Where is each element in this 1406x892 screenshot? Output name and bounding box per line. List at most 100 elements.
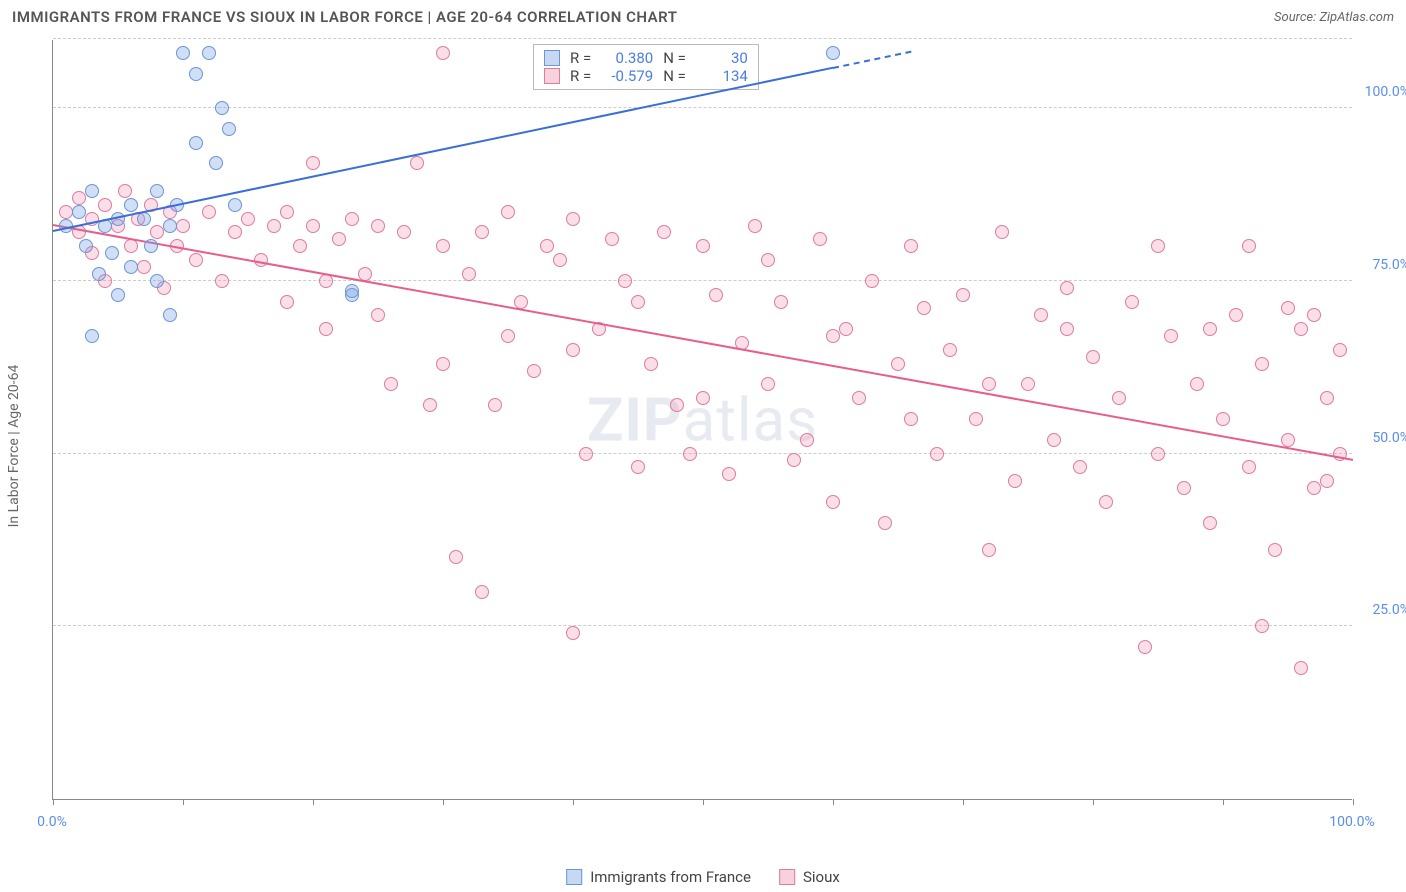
- sioux-point: [917, 301, 931, 315]
- sioux-point: [1073, 460, 1087, 474]
- sioux-point: [1242, 460, 1256, 474]
- sioux-point: [1060, 281, 1074, 295]
- sioux-point: [410, 156, 424, 170]
- france-point: [72, 205, 86, 219]
- france-point: [85, 329, 99, 343]
- sioux-point: [462, 267, 476, 281]
- sioux-point: [670, 398, 684, 412]
- scatter-chart: ZIPatlas R =0.380N =30R =-0.579N =134 25…: [52, 40, 1352, 800]
- sioux-point: [1320, 474, 1334, 488]
- sioux-point: [1281, 433, 1295, 447]
- sioux-point: [696, 239, 710, 253]
- sioux-point: [1112, 391, 1126, 405]
- gridline: [53, 38, 1352, 39]
- sioux-point: [59, 205, 73, 219]
- sioux-point: [345, 212, 359, 226]
- france-point: [144, 239, 158, 253]
- sioux-point: [280, 205, 294, 219]
- france-point: [345, 284, 359, 298]
- sioux-point: [1320, 391, 1334, 405]
- sioux-point: [969, 412, 983, 426]
- n-value: 134: [696, 67, 748, 85]
- france-point: [92, 267, 106, 281]
- sioux-point: [1047, 433, 1061, 447]
- x-tick: [1223, 799, 1224, 805]
- x-tick: [1353, 799, 1354, 805]
- sioux-point: [118, 184, 132, 198]
- sioux-point: [774, 295, 788, 309]
- sioux-point: [579, 447, 593, 461]
- sioux-point: [631, 460, 645, 474]
- sioux-point: [1034, 308, 1048, 322]
- sioux-point: [1307, 308, 1321, 322]
- sioux-point: [930, 447, 944, 461]
- sioux-point: [1008, 474, 1022, 488]
- x-tick: [963, 799, 964, 805]
- sioux-point: [371, 219, 385, 233]
- france-point: [85, 184, 99, 198]
- sioux-swatch-icon: [544, 68, 560, 84]
- sioux-point: [943, 343, 957, 357]
- france-point: [79, 239, 93, 253]
- sioux-point: [1294, 661, 1308, 675]
- legend-item-sioux: Sioux: [779, 868, 840, 886]
- sioux-point: [618, 274, 632, 288]
- sioux-point: [1281, 301, 1295, 315]
- sioux-point: [241, 212, 255, 226]
- sioux-point: [436, 46, 450, 60]
- france-point: [215, 101, 229, 115]
- sioux-point: [696, 391, 710, 405]
- sioux-point: [995, 225, 1009, 239]
- sioux-point: [826, 495, 840, 509]
- sioux-point: [202, 205, 216, 219]
- sioux-point: [98, 198, 112, 212]
- sioux-point: [904, 412, 918, 426]
- r-label: R =: [570, 67, 591, 85]
- sioux-point: [852, 391, 866, 405]
- france-point: [124, 198, 138, 212]
- france-point: [209, 156, 223, 170]
- x-tick: [53, 799, 54, 805]
- sioux-point: [150, 225, 164, 239]
- sioux-point: [800, 433, 814, 447]
- sioux-point: [527, 364, 541, 378]
- gridline: [53, 107, 1352, 108]
- sioux-point: [280, 295, 294, 309]
- sioux-point: [72, 191, 86, 205]
- france-point: [189, 136, 203, 150]
- correlation-stats-box: R =0.380N =30R =-0.579N =134: [533, 44, 759, 90]
- x-tick: [833, 799, 834, 805]
- sioux-point: [293, 239, 307, 253]
- sioux-point: [1216, 412, 1230, 426]
- bottom-legend: Immigrants from France Sioux: [566, 868, 840, 886]
- sioux-point: [709, 288, 723, 302]
- sioux-point: [1255, 619, 1269, 633]
- sioux-point: [1151, 239, 1165, 253]
- y-tick-label: 75.0%: [1372, 257, 1406, 273]
- sioux-point: [306, 156, 320, 170]
- r-value: -0.579: [601, 67, 653, 85]
- france-point: [228, 198, 242, 212]
- sioux-point: [1164, 329, 1178, 343]
- sioux-point: [475, 225, 489, 239]
- sioux-point: [1190, 377, 1204, 391]
- sioux-point: [566, 343, 580, 357]
- france-point: [163, 308, 177, 322]
- gridline: [53, 625, 1352, 626]
- x-tick: [183, 799, 184, 805]
- chart-title: IMMIGRANTS FROM FRANCE VS SIOUX IN LABOR…: [12, 8, 677, 26]
- sioux-point: [501, 205, 515, 219]
- sioux-point: [306, 219, 320, 233]
- france-point: [202, 46, 216, 60]
- sioux-point: [371, 308, 385, 322]
- sioux-point: [176, 219, 190, 233]
- sioux-point: [657, 225, 671, 239]
- sioux-point: [566, 626, 580, 640]
- france-swatch-icon: [566, 869, 582, 885]
- sioux-point: [813, 232, 827, 246]
- sioux-point: [891, 357, 905, 371]
- sioux-point: [748, 219, 762, 233]
- legend-label: Immigrants from France: [590, 868, 751, 886]
- sioux-point: [553, 253, 567, 267]
- france-point: [150, 274, 164, 288]
